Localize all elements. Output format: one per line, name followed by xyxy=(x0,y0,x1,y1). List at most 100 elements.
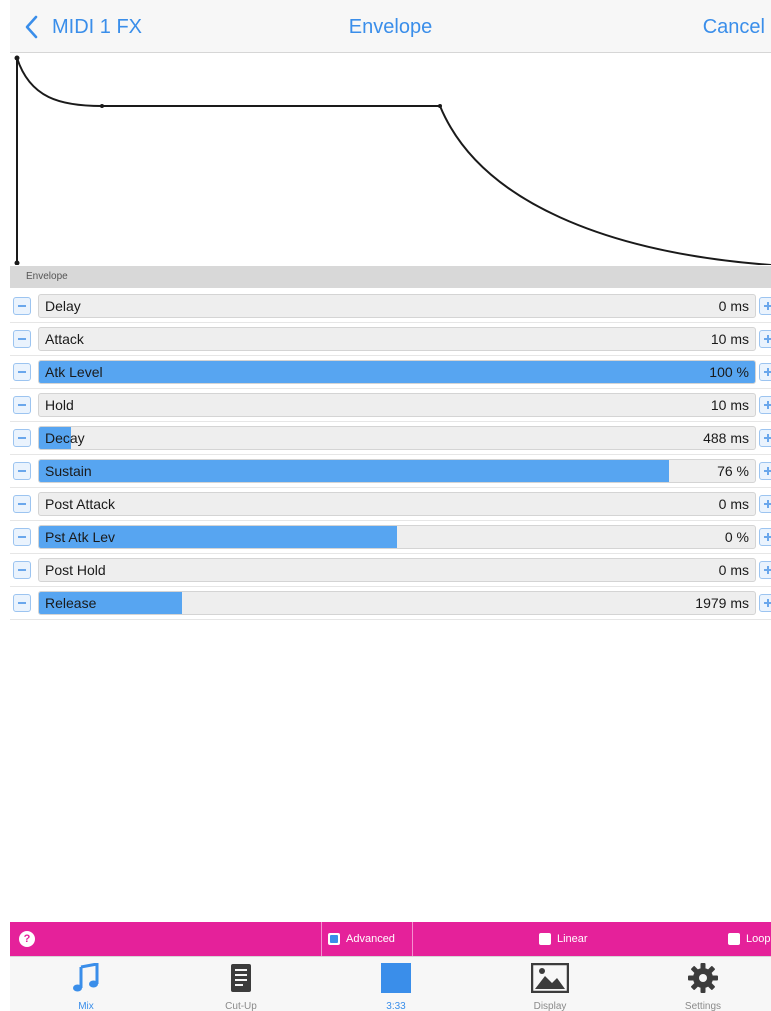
decrement-button[interactable] xyxy=(13,594,31,612)
tab-label: Display xyxy=(533,1001,567,1011)
loop-toggle[interactable]: Loop xyxy=(728,922,770,956)
param-slider[interactable]: Decay 488 ms xyxy=(38,426,756,450)
options-bar: ? Advanced Linear Loop xyxy=(10,922,771,956)
tab-display[interactable]: Display xyxy=(500,957,600,1011)
help-button[interactable]: ? xyxy=(19,931,35,947)
param-slider[interactable]: Post Hold 0 ms xyxy=(38,558,756,582)
music-note-icon xyxy=(73,963,99,992)
advanced-checkbox[interactable] xyxy=(328,933,340,945)
document-icon xyxy=(231,964,251,992)
param-slider[interactable]: Hold 10 ms xyxy=(38,393,756,417)
slider-fill xyxy=(39,361,755,383)
param-label: Atk Level xyxy=(45,364,103,380)
envelope-point-sustain[interactable] xyxy=(100,104,104,108)
linear-label: Linear xyxy=(557,933,588,945)
tab-label: Mix xyxy=(78,1001,94,1011)
param-slider[interactable]: Post Attack 0 ms xyxy=(38,492,756,516)
param-label: Post Attack xyxy=(45,496,116,512)
tab-mix[interactable]: Mix xyxy=(36,957,136,1011)
param-row-post-hold: Post Hold 0 ms xyxy=(10,554,771,587)
decrement-button[interactable] xyxy=(13,528,31,546)
decrement-button[interactable] xyxy=(13,396,31,414)
envelope-editor: MIDI 1 FX Envelope Cancel Envelope Delay… xyxy=(10,0,771,1011)
increment-button[interactable] xyxy=(759,528,771,546)
param-row-release: Release 1979 ms xyxy=(10,587,771,620)
param-label: Release xyxy=(45,595,97,611)
increment-button[interactable] xyxy=(759,561,771,579)
slider-fill xyxy=(39,427,72,449)
param-slider[interactable]: Delay 0 ms xyxy=(38,294,756,318)
loop-label: Loop xyxy=(746,933,771,945)
back-button[interactable]: MIDI 1 FX xyxy=(24,14,142,40)
decrement-button[interactable] xyxy=(13,363,31,381)
param-value: 100 % xyxy=(709,364,749,380)
decrement-button[interactable] xyxy=(13,462,31,480)
param-slider[interactable]: Pst Atk Lev 0 % xyxy=(38,525,756,549)
advanced-label: Advanced xyxy=(346,933,395,945)
param-row-decay: Decay 488 ms xyxy=(10,422,771,455)
tab-label: 3:33 xyxy=(386,1001,406,1011)
param-row-atk-level: Atk Level 100 % xyxy=(10,356,771,389)
image-icon xyxy=(531,963,569,993)
back-label: MIDI 1 FX xyxy=(52,15,143,38)
envelope-point-start[interactable] xyxy=(14,260,20,266)
square-icon xyxy=(381,963,411,993)
param-value: 0 ms xyxy=(718,298,749,314)
increment-button[interactable] xyxy=(759,297,771,315)
tab-label: Cut-Up xyxy=(225,1001,257,1011)
param-value: 0 ms xyxy=(718,496,749,512)
tab-333[interactable]: 3:33 xyxy=(346,957,446,1011)
increment-button[interactable] xyxy=(759,594,771,612)
param-label: Post Hold xyxy=(45,562,106,578)
param-label: Hold xyxy=(45,397,74,413)
param-label: Decay xyxy=(45,430,85,446)
tab-label: Settings xyxy=(684,1001,722,1011)
decrement-button[interactable] xyxy=(13,561,31,579)
param-value: 0 % xyxy=(724,529,749,545)
param-row-delay: Delay 0 ms xyxy=(10,290,771,323)
param-list: Delay 0 ms Attack 10 ms Atk Level 100 % xyxy=(10,290,771,620)
slider-fill xyxy=(39,460,670,482)
param-row-pst-atk-lev: Pst Atk Lev 0 % xyxy=(10,521,771,554)
decrement-button[interactable] xyxy=(13,429,31,447)
param-value: 76 % xyxy=(717,463,749,479)
increment-button[interactable] xyxy=(759,429,771,447)
param-label: Sustain xyxy=(45,463,92,479)
increment-button[interactable] xyxy=(759,396,771,414)
chevron-left-icon xyxy=(25,15,38,39)
increment-button[interactable] xyxy=(759,495,771,513)
envelope-graph[interactable] xyxy=(10,53,771,265)
linear-toggle[interactable]: Linear xyxy=(539,922,588,956)
decrement-button[interactable] xyxy=(13,297,31,315)
increment-button[interactable] xyxy=(759,363,771,381)
param-value: 0 ms xyxy=(718,562,749,578)
left-margin xyxy=(0,0,10,1011)
increment-button[interactable] xyxy=(759,462,771,480)
param-value: 488 ms xyxy=(703,430,749,446)
loop-checkbox[interactable] xyxy=(728,933,740,945)
param-value: 1979 ms xyxy=(695,595,749,611)
param-label: Delay xyxy=(45,298,81,314)
param-slider[interactable]: Atk Level 100 % xyxy=(38,360,756,384)
section-header: Envelope xyxy=(10,266,771,288)
gear-icon xyxy=(688,963,718,993)
param-slider[interactable]: Attack 10 ms xyxy=(38,327,756,351)
tab-settings[interactable]: Settings xyxy=(653,957,753,1011)
param-slider[interactable]: Sustain 76 % xyxy=(38,459,756,483)
decrement-button[interactable] xyxy=(13,495,31,513)
param-slider[interactable]: Release 1979 ms xyxy=(38,591,756,615)
slider-fill xyxy=(39,592,183,614)
linear-checkbox[interactable] xyxy=(539,933,551,945)
envelope-point-release[interactable] xyxy=(438,104,442,108)
slider-fill xyxy=(39,526,397,548)
advanced-toggle[interactable]: Advanced xyxy=(321,922,413,956)
envelope-point-peak[interactable] xyxy=(14,55,20,61)
cancel-button[interactable]: Cancel xyxy=(702,16,765,38)
tab-cut-up[interactable]: Cut-Up xyxy=(191,957,291,1011)
param-row-post-attack: Post Attack 0 ms xyxy=(10,488,771,521)
tab-bar: Mix Cut-Up 3:33 Display xyxy=(10,956,771,1011)
param-row-attack: Attack 10 ms xyxy=(10,323,771,356)
decrement-button[interactable] xyxy=(13,330,31,348)
param-row-sustain: Sustain 76 % xyxy=(10,455,771,488)
increment-button[interactable] xyxy=(759,330,771,348)
